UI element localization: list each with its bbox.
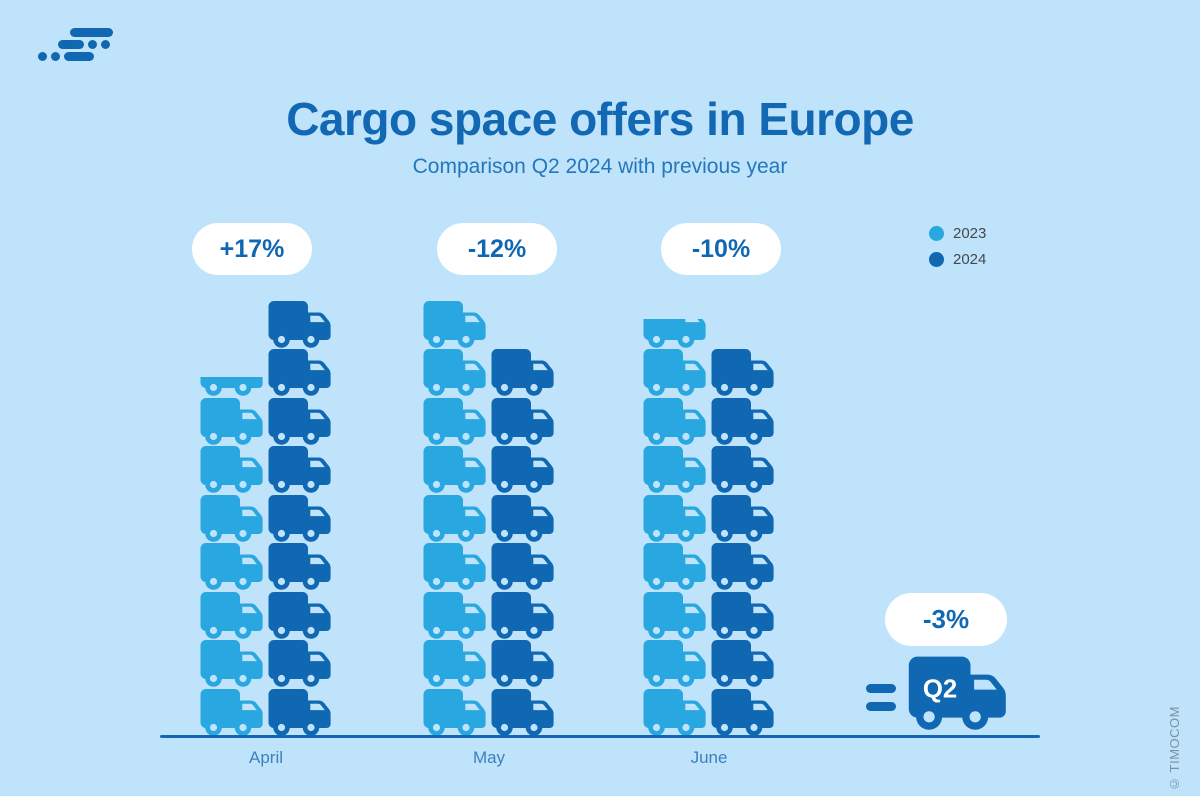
column-may-2024 xyxy=(491,348,555,736)
column-april-2024 xyxy=(268,300,332,737)
equals-bar xyxy=(866,684,896,693)
q2-truck-icon: Q2 xyxy=(908,655,1008,736)
column-june-2024 xyxy=(711,348,775,736)
truck-icon xyxy=(423,591,487,640)
legend-label: 2023 xyxy=(953,225,987,242)
truck-icon xyxy=(491,397,555,446)
truck-icon xyxy=(643,445,707,494)
truck-icon xyxy=(711,397,775,446)
truck-icon xyxy=(268,494,332,543)
truck-icon xyxy=(423,639,487,688)
equals-bar xyxy=(866,702,896,711)
q2-truck-label: Q2 xyxy=(923,675,957,703)
truck-icon xyxy=(423,445,487,494)
copyright-watermark: © TIMOCOM xyxy=(1167,706,1182,792)
change-badge-april: +17% xyxy=(192,223,312,275)
truck-icon xyxy=(268,688,332,737)
truck-icon xyxy=(423,300,487,349)
truck-icon xyxy=(491,445,555,494)
truck-icon xyxy=(200,397,264,446)
month-label-may: May xyxy=(472,748,506,767)
truck-icon xyxy=(268,639,332,688)
month-label-april: April xyxy=(248,748,283,767)
truck-icon xyxy=(268,445,332,494)
partial-truck-icon xyxy=(200,377,264,396)
truck-icon xyxy=(200,494,264,543)
logo-row xyxy=(70,28,128,37)
truck-icon xyxy=(200,445,264,494)
legend-swatch-2023 xyxy=(929,226,944,241)
truck-icon xyxy=(268,348,332,397)
truck-icon xyxy=(643,688,707,737)
truck-icon xyxy=(200,639,264,688)
truck-icon xyxy=(711,591,775,640)
truck-icon xyxy=(643,542,707,591)
truck-icon xyxy=(491,348,555,397)
truck-icon xyxy=(200,591,264,640)
equals-sign xyxy=(866,684,896,720)
truck-icon xyxy=(491,688,555,737)
truck-icon xyxy=(423,688,487,737)
timocom-logo xyxy=(38,28,128,64)
truck-icon xyxy=(491,639,555,688)
truck-icon xyxy=(423,494,487,543)
truck-icon xyxy=(423,397,487,446)
legend-item-2024: 2024 xyxy=(929,251,986,268)
column-may-2023 xyxy=(423,300,487,737)
truck-icon xyxy=(423,348,487,397)
truck-icon xyxy=(711,494,775,543)
truck-icon xyxy=(643,494,707,543)
truck-icon xyxy=(643,591,707,640)
legend: 2023 2024 xyxy=(929,225,986,277)
truck-icon xyxy=(268,542,332,591)
page-title: Cargo space offers in Europe xyxy=(286,93,914,145)
month-label-june: June xyxy=(690,748,728,767)
truck-icon xyxy=(711,542,775,591)
logo-row xyxy=(58,40,128,49)
legend-swatch-2024 xyxy=(929,252,944,267)
truck-icon xyxy=(491,591,555,640)
truck-icon xyxy=(200,542,264,591)
partial-truck-icon xyxy=(643,318,707,348)
truck-icon xyxy=(268,300,332,349)
summary-badge: -3% xyxy=(885,593,1007,646)
column-april-2023 xyxy=(200,377,264,736)
change-badge-june: -10% xyxy=(661,223,781,275)
truck-icon xyxy=(643,639,707,688)
truck-icon xyxy=(643,348,707,397)
truck-icon xyxy=(643,397,707,446)
truck-icon xyxy=(711,639,775,688)
column-june-2023 xyxy=(643,318,707,737)
truck-icon xyxy=(268,591,332,640)
page-edge xyxy=(0,796,1200,800)
logo-row xyxy=(38,52,128,61)
truck-icon xyxy=(423,542,487,591)
truck-icon xyxy=(491,542,555,591)
truck-icon xyxy=(711,688,775,737)
legend-item-2023: 2023 xyxy=(929,225,986,242)
truck-icon xyxy=(200,688,264,737)
truck-icon xyxy=(491,494,555,543)
baseline-axis xyxy=(160,735,1040,738)
legend-label: 2024 xyxy=(953,251,987,268)
truck-icon xyxy=(268,397,332,446)
change-badge-may: -12% xyxy=(437,223,557,275)
page-subtitle: Comparison Q2 2024 with previous year xyxy=(412,155,788,178)
truck-icon xyxy=(711,445,775,494)
truck-icon xyxy=(711,348,775,397)
